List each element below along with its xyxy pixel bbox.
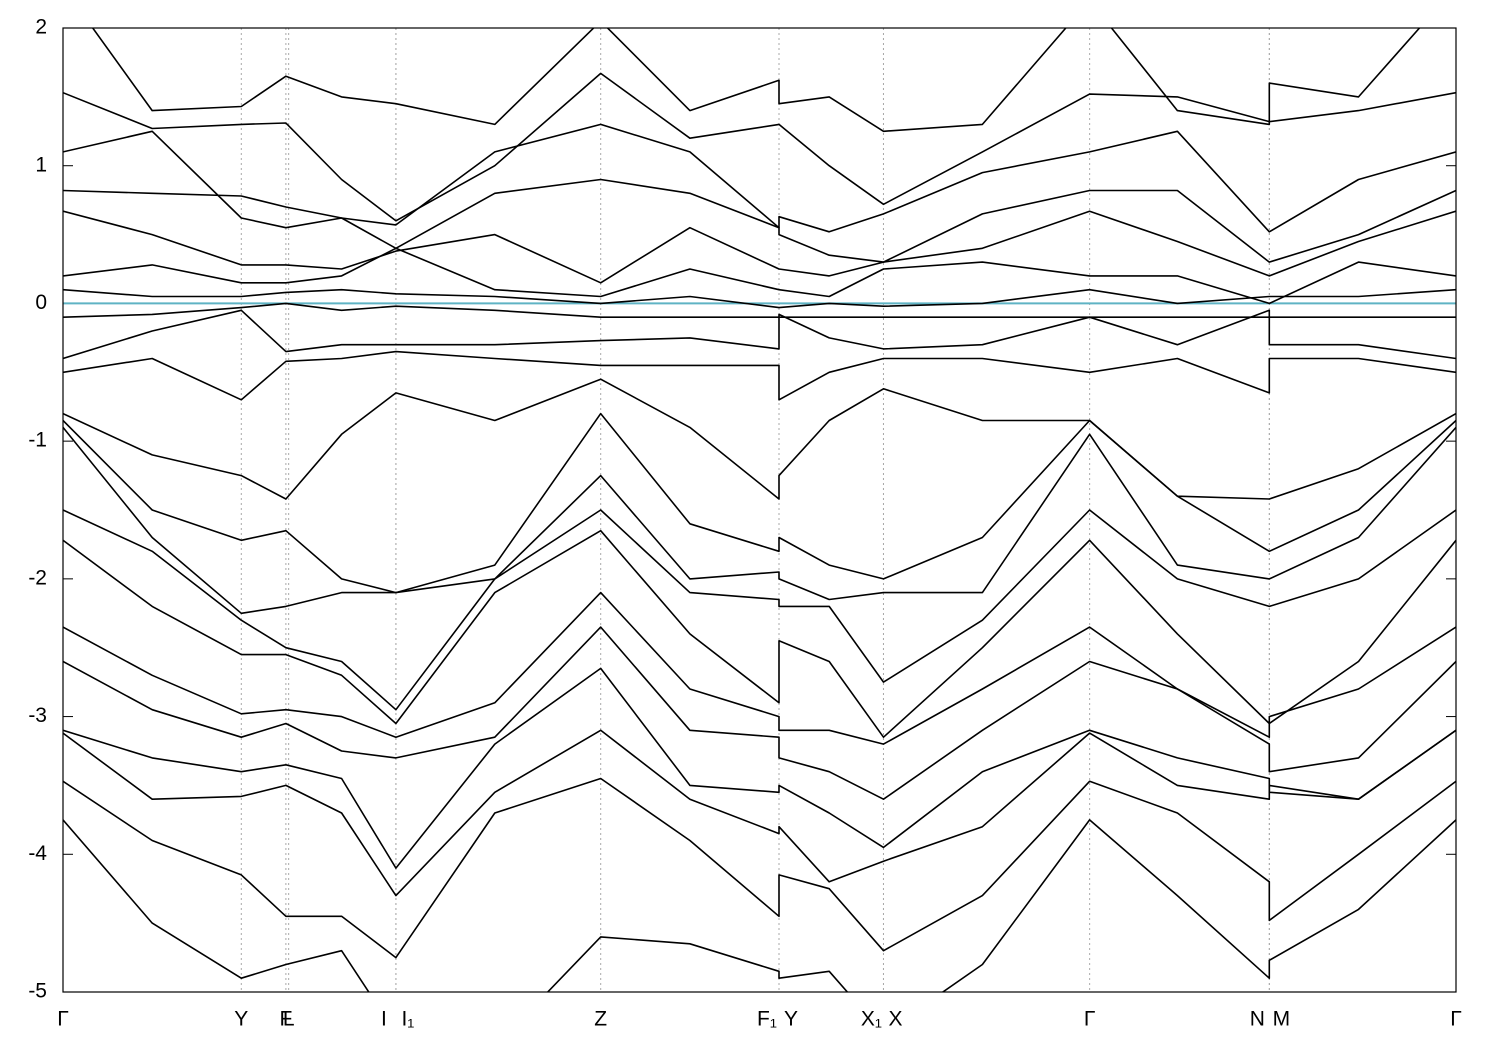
band <box>63 426 1456 615</box>
x-tick-label: Y <box>234 1008 248 1031</box>
x-tick-label: I <box>381 1008 387 1031</box>
x-tick-label: X <box>888 1008 902 1031</box>
x-tick-label: L <box>283 1008 295 1031</box>
band <box>91 28 1421 133</box>
band <box>63 288 1456 309</box>
y-tick-label: 2 <box>35 16 47 39</box>
x-tick-label: F₁ <box>757 1008 777 1031</box>
band <box>63 819 1456 992</box>
y-tick-label: -2 <box>28 566 47 589</box>
band <box>63 72 1456 222</box>
x-tick-label: Γ <box>1450 1008 1462 1031</box>
y-tick-label: 1 <box>35 153 47 176</box>
band <box>63 302 1456 319</box>
band <box>63 247 1456 305</box>
band <box>63 529 1456 739</box>
band <box>63 412 1456 594</box>
x-tick-label: Γ <box>1084 1008 1096 1031</box>
plot-frame <box>62 27 1457 993</box>
x-tick-label: M <box>1273 1008 1291 1031</box>
x-tick-label: F <box>279 1008 292 1031</box>
x-tick-label: Γ <box>57 1008 69 1031</box>
band <box>63 378 1456 500</box>
band <box>63 123 1456 233</box>
band <box>63 178 1456 263</box>
band <box>63 210 1456 284</box>
band <box>63 626 1456 801</box>
x-tick-label: X₁ <box>861 1008 882 1031</box>
x-tick-label: Y <box>784 1008 798 1031</box>
band <box>63 350 1456 401</box>
x-tick-label: I₁ <box>401 1008 414 1031</box>
band <box>63 591 1456 745</box>
y-tick-label: -3 <box>28 704 47 727</box>
band <box>63 729 1456 897</box>
y-tick-label: -1 <box>28 429 47 452</box>
bands <box>63 28 1456 992</box>
x-tick-label: Z <box>594 1008 607 1031</box>
band <box>63 309 1456 360</box>
band <box>63 777 1456 959</box>
y-tick-label: -5 <box>28 980 47 1003</box>
band <box>63 667 1456 869</box>
x-tick-label: N <box>1250 1008 1265 1031</box>
y-tick-label: -4 <box>28 842 47 865</box>
y-tick-label: 0 <box>35 291 47 314</box>
band <box>63 509 1456 711</box>
